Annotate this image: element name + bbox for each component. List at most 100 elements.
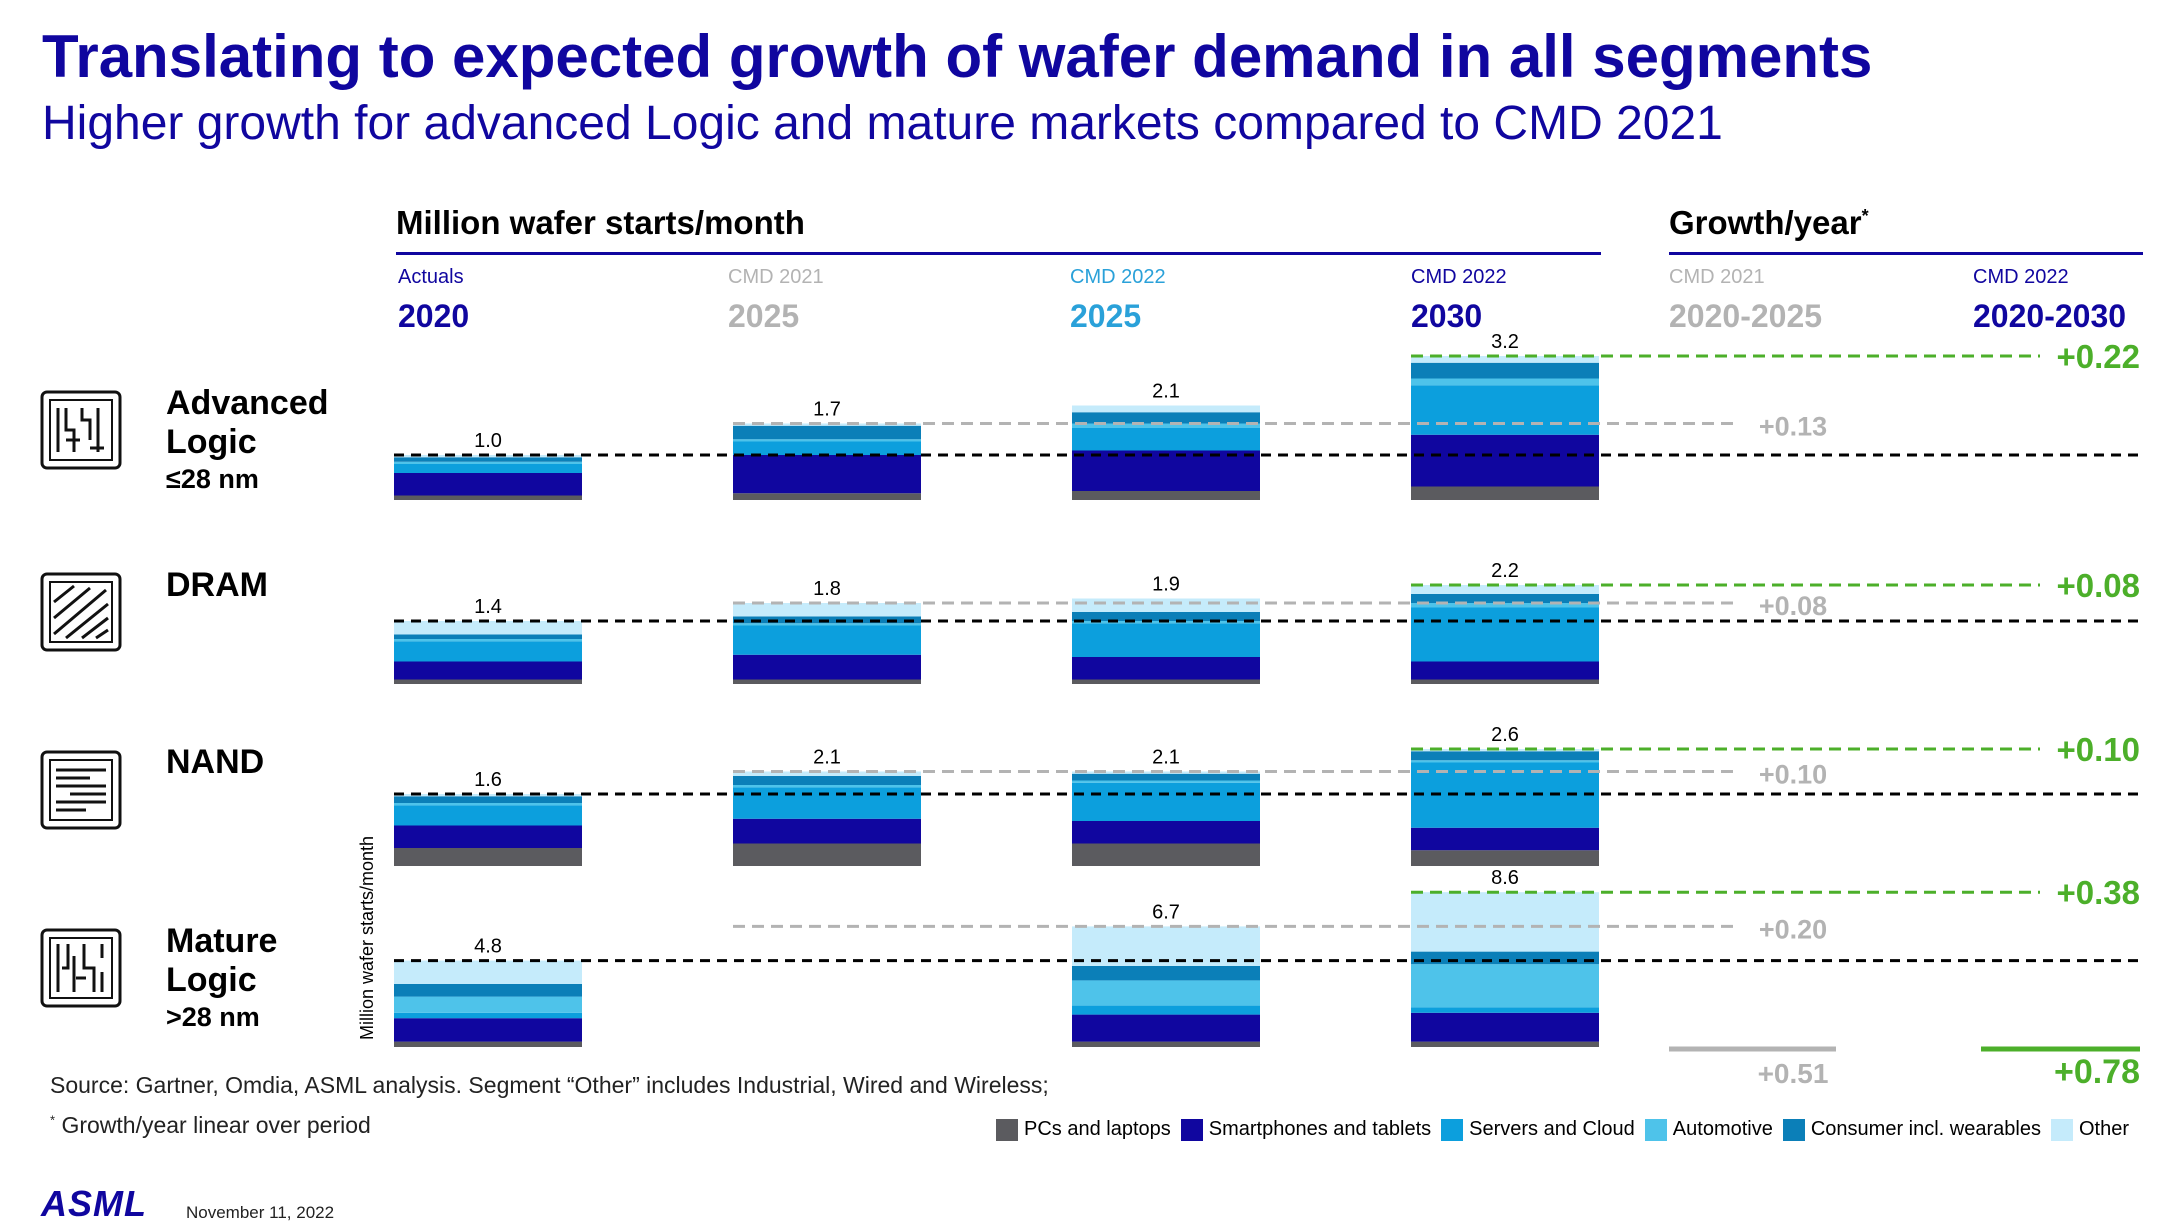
col-4-year: 2030 (1411, 298, 1483, 334)
bar-3-2-consumer-incl-wearables (733, 776, 921, 785)
bar-3-1-pcs-and-laptops (394, 848, 582, 866)
bar-3-1-servers-and-cloud (394, 805, 582, 826)
bar-1-2-automotive (733, 439, 921, 442)
segment-mature-logic-node: >28 nm (166, 1002, 260, 1032)
total-label-2-4: 2.2 (1491, 560, 1519, 582)
bar-3-4-other (1411, 749, 1599, 752)
bar-2-4-other (1411, 585, 1599, 594)
bar-1-1-consumer-incl-wearables (394, 457, 582, 462)
bar-1-1-automotive (394, 461, 582, 464)
bar-4-4-pcs-and-laptops (1411, 1041, 1599, 1047)
bar-1-4-smartphones-and-tablets (1411, 434, 1599, 487)
bar-1-1-smartphones-and-tablets (394, 473, 582, 496)
total-label-3-3: 2.1 (1152, 747, 1180, 769)
growth-value-cmd2022-4: +0.38 (2057, 874, 2141, 911)
bar-1-4-other (1411, 356, 1599, 363)
growth-header-rule (1669, 252, 2143, 255)
legend-swatch (1180, 1118, 1203, 1141)
bar-2-2-other (733, 603, 921, 617)
bar-1-2-smartphones-and-tablets (733, 455, 921, 494)
bar-1-2-servers-and-cloud (733, 441, 921, 455)
legend-label: Smartphones and tablets (1208, 1118, 1432, 1140)
segment-advanced-logic-name: Advanced Logic (166, 384, 329, 462)
wafer-starts-header: Million wafer starts/month (396, 204, 805, 241)
legend-item: Servers and Cloud (1441, 1118, 1635, 1141)
bar-2-4-pcs-and-laptops (1411, 679, 1599, 684)
footnote-text: Growth/year linear over period (61, 1112, 371, 1138)
nand-chip-icon (40, 750, 122, 830)
bar-4-4-other (1411, 892, 1599, 952)
bar-2-4-automotive (1411, 603, 1599, 608)
bar-2-4-servers-and-cloud (1411, 607, 1599, 662)
total-label-3-4: 2.6 (1491, 724, 1519, 746)
page-title: Translating to expected growth of wafer … (42, 23, 1873, 90)
bar-4-1-pcs-and-laptops (394, 1041, 582, 1047)
legend-item: Consumer incl. wearables (1782, 1118, 2041, 1141)
bar-2-1-servers-and-cloud (394, 641, 582, 662)
page-subtitle: Higher growth for advanced Logic and mat… (42, 97, 1723, 150)
bar-1-4-automotive (1411, 378, 1599, 386)
bar-4-3-servers-and-cloud (1072, 1005, 1260, 1015)
growth-header-label: Growth/year (1669, 204, 1862, 241)
bar-2-3-smartphones-and-tablets (1072, 657, 1260, 680)
bar-1-3-other (1072, 405, 1260, 413)
bar-4-4-consumer-incl-wearables (1411, 951, 1599, 965)
bar-2-2-smartphones-and-tablets (733, 654, 921, 680)
bar-1-2-consumer-incl-wearables (733, 425, 921, 440)
bar-3-1-consumer-incl-wearables (394, 796, 582, 803)
bar-4-4-smartphones-and-tablets (1411, 1012, 1599, 1042)
bar-3-2-servers-and-cloud (733, 787, 921, 819)
bar-1-3-consumer-incl-wearables (1072, 412, 1260, 424)
bar-3-3-pcs-and-laptops (1072, 843, 1260, 866)
bar-1-1-servers-and-cloud (394, 464, 582, 473)
legend-swatch (1644, 1118, 1667, 1141)
bar-3-2-other (733, 771, 921, 776)
bar-1-3-automotive (1072, 423, 1260, 428)
total-label-4-3: 6.7 (1152, 901, 1180, 923)
growth-value-cmd2021-3: +0.10 (1759, 760, 1827, 790)
legend-item: Other (2050, 1118, 2129, 1141)
bar-4-3-consumer-incl-wearables (1072, 966, 1260, 981)
bar-2-1-smartphones-and-tablets (394, 661, 582, 680)
legend-item: Smartphones and tablets (1180, 1118, 1432, 1141)
presentation-date: November 11, 2022 (186, 1203, 335, 1222)
bar-1-1-pcs-and-laptops (394, 495, 582, 500)
bar-1-3-smartphones-and-tablets (1072, 450, 1260, 491)
bar-1-3-servers-and-cloud (1072, 428, 1260, 451)
growth-col-1-label: CMD 2021 (1669, 266, 1765, 288)
bar-3-2-automotive (733, 785, 921, 788)
bar-3-1-automotive (394, 803, 582, 806)
wafer-starts-header-rule (396, 252, 1601, 255)
legend-swatch (996, 1118, 1018, 1141)
growth-value-cmd2021-2: +0.08 (1759, 591, 1827, 621)
total-label-1-3: 2.1 (1152, 381, 1180, 403)
bar-3-4-automotive (1411, 760, 1599, 763)
bar-2-4-smartphones-and-tablets (1411, 661, 1599, 680)
bar-4-1-servers-and-cloud (394, 1012, 582, 1019)
legend-item: PCs and laptops (996, 1118, 1171, 1141)
bar-3-3-other (1072, 771, 1260, 774)
col-3-year: 2025 (1070, 298, 1142, 334)
segment-mature-logic-line2: Logic (166, 961, 257, 999)
bar-2-2-automotive (733, 623, 921, 626)
legend-label: Automotive (1672, 1118, 1773, 1140)
total-label-3-1: 1.6 (474, 769, 502, 791)
total-label-4-4: 8.6 (1491, 867, 1519, 889)
growth-value-cmd2022-2: +0.08 (2057, 567, 2141, 604)
bar-1-4-servers-and-cloud (1411, 385, 1599, 435)
footnote-mark: * (50, 1112, 56, 1128)
bar-3-3-smartphones-and-tablets (1072, 821, 1260, 844)
total-label-1-1: 1.0 (474, 430, 502, 452)
bar-3-2-smartphones-and-tablets (733, 818, 921, 844)
bar-2-1-pcs-and-laptops (394, 679, 582, 684)
legend-swatch (2050, 1118, 2073, 1141)
bar-1-3-pcs-and-laptops (1072, 491, 1260, 500)
col-2-label: CMD 2021 (728, 266, 824, 288)
total-label-2-3: 1.9 (1152, 574, 1180, 596)
segment-dram-name: DRAM (166, 566, 268, 604)
bar-4-1-other (394, 960, 582, 984)
bar-4-4-automotive (1411, 964, 1599, 1008)
growth-col-2-period: 2020-2030 (1973, 298, 2127, 334)
bar-2-3-other (1072, 598, 1260, 612)
bar-1-4-pcs-and-laptops (1411, 486, 1599, 500)
